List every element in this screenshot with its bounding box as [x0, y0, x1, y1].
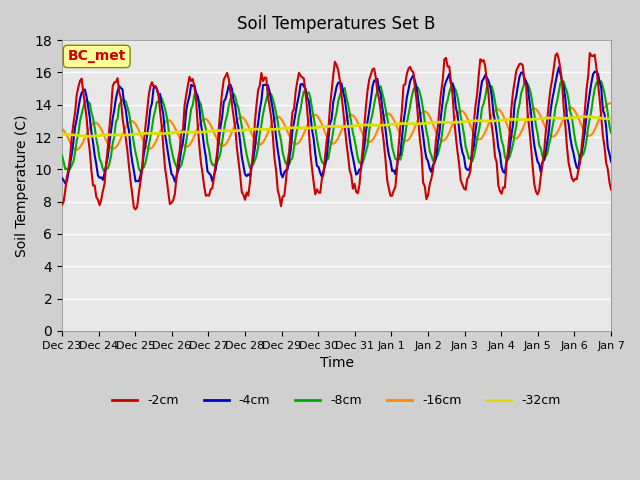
Title: Soil Temperatures Set B: Soil Temperatures Set B: [237, 15, 436, 33]
X-axis label: Time: Time: [319, 356, 353, 370]
Legend: -2cm, -4cm, -8cm, -16cm, -32cm: -2cm, -4cm, -8cm, -16cm, -32cm: [108, 389, 566, 412]
Text: BC_met: BC_met: [67, 49, 126, 63]
Y-axis label: Soil Temperature (C): Soil Temperature (C): [15, 114, 29, 257]
